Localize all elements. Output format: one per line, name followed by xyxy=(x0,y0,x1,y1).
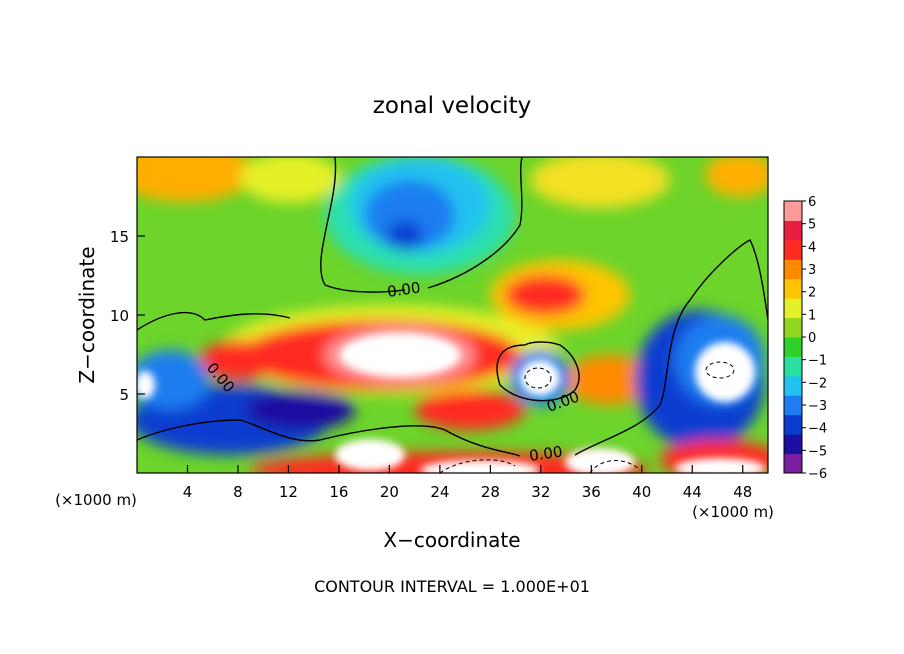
y-axis-label: Z−coordinate xyxy=(75,246,99,383)
colorbar: 6 5 4 3 2 1 0 −1 −2 −3 −4 −5 −6 xyxy=(783,195,827,482)
negative-contours xyxy=(439,361,735,473)
colorbar-swatch xyxy=(784,453,802,474)
colorbar-swatch xyxy=(784,259,802,280)
x-axis: 4 8 12 16 20 24 28 32 36 40 44 48 xyxy=(183,465,752,501)
colorbar-swatch xyxy=(784,317,802,338)
x-tick-label: 36 xyxy=(582,483,601,501)
negative-contour xyxy=(524,367,552,389)
x-tick-label: 20 xyxy=(380,483,399,501)
colorbar-tick-label: 4 xyxy=(808,240,816,255)
zero-contour-left xyxy=(137,311,291,331)
colorbar-swatch xyxy=(784,220,802,241)
chart-title: zonal velocity xyxy=(373,93,531,119)
negative-contour xyxy=(705,361,735,379)
zero-contour-upper xyxy=(320,157,406,293)
x-tick-label: 8 xyxy=(233,483,243,501)
colorbar-swatch xyxy=(784,239,802,260)
zero-contour-lower xyxy=(137,419,521,457)
x-tick-label: 28 xyxy=(481,483,500,501)
zero-contour-upper-right xyxy=(427,157,523,289)
x-tick-label: 24 xyxy=(430,483,449,501)
negative-contour xyxy=(439,459,516,473)
x-tick-label: 32 xyxy=(531,483,550,501)
y-axis: 5 10 15 xyxy=(110,228,145,404)
y-tick-label: 5 xyxy=(119,386,129,404)
colorbar-swatch xyxy=(784,278,802,299)
colorbar-swatch xyxy=(784,434,802,455)
y-tick-label: 15 xyxy=(110,228,129,246)
colorbar-swatch xyxy=(784,375,802,396)
colorbar-tick-label: −5 xyxy=(808,444,827,459)
x-tick-label: 40 xyxy=(632,483,651,501)
x-tick-label: 4 xyxy=(183,483,193,501)
contour-label: 0.00 xyxy=(386,278,422,300)
colorbar-tick-label: 1 xyxy=(808,308,816,323)
colorbar-tick-label: −3 xyxy=(808,399,827,414)
colorbar-tick-label: −6 xyxy=(808,467,827,482)
plot-area: 0.00 0.00 0.00 0.00 4 8 12 16 20 24 28 32 36 40 44… xyxy=(110,156,769,501)
colorbar-swatch xyxy=(784,337,802,357)
y-tick-label: 10 xyxy=(110,307,129,325)
x-axis-label: X−coordinate xyxy=(383,528,520,552)
x-tick-label: 48 xyxy=(733,483,752,501)
colorbar-tick-label: 6 xyxy=(808,195,816,210)
negative-contour xyxy=(589,460,641,473)
contour-label: 0.00 xyxy=(528,442,564,464)
colorbar-tick-label: −1 xyxy=(808,354,827,369)
x-tick-label: 16 xyxy=(329,483,348,501)
contour-interval-footer: CONTOUR INTERVAL = 1.000E+01 xyxy=(314,577,590,596)
colorbar-swatch xyxy=(784,201,802,221)
colorbar-swatch xyxy=(784,356,802,377)
colorbar-tick-label: −2 xyxy=(808,376,827,391)
x-units-right: (×1000 m) xyxy=(692,503,774,521)
colorbar-swatch xyxy=(784,395,802,416)
colorbar-tick-label: 3 xyxy=(808,263,816,278)
x-tick-label: 44 xyxy=(683,483,702,501)
x-tick-label: 12 xyxy=(279,483,298,501)
colorbar-tick-label: 2 xyxy=(808,286,816,301)
colorbar-tick-label: 0 xyxy=(808,331,816,346)
contour-lines xyxy=(137,157,768,457)
x-units-left: (×1000 m) xyxy=(55,491,137,509)
colorbar-tick-label: −4 xyxy=(808,422,827,437)
zero-contour-ring xyxy=(496,341,580,402)
colorbar-tick-label: 5 xyxy=(808,218,816,233)
zero-contour-right xyxy=(574,239,768,456)
colorbar-swatch xyxy=(784,298,802,319)
colorbar-swatch xyxy=(784,414,802,435)
